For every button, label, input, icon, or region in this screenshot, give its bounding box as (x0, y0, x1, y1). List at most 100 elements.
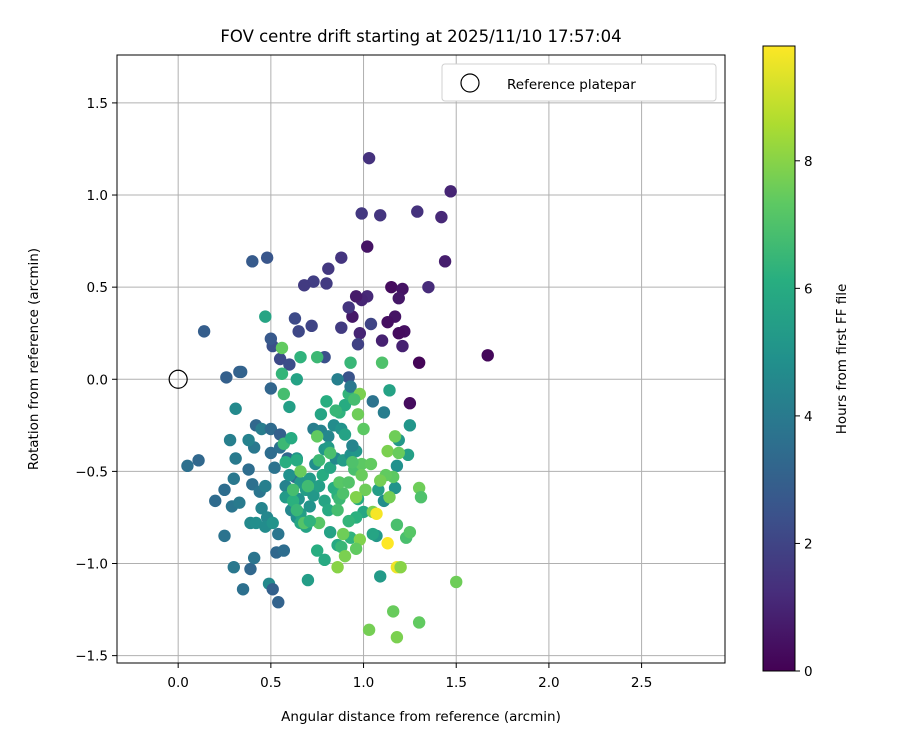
data-point (264, 382, 278, 395)
data-point (344, 356, 357, 369)
data-point (290, 503, 304, 517)
data-point (366, 395, 380, 408)
data-point (229, 402, 242, 415)
data-point (268, 461, 281, 474)
data-point (323, 461, 337, 474)
data-point (294, 350, 307, 364)
data-point (381, 444, 394, 458)
data-point (272, 527, 285, 541)
data-point (181, 459, 194, 473)
y-tick-label: 0.0 (87, 372, 108, 388)
data-point (346, 455, 359, 469)
data-point (290, 454, 304, 467)
data-point (374, 474, 387, 487)
y-tick-label: −1.0 (75, 557, 108, 573)
data-point (229, 452, 242, 465)
data-point (355, 468, 368, 482)
x-axis-label: Angular distance from reference (arcmin) (281, 709, 561, 725)
data-point (242, 433, 255, 447)
data-point (322, 262, 335, 275)
colorbar: 0 2 4 6 8 Hours from first FF file (762, 45, 850, 680)
data-point (264, 446, 278, 460)
data-point (375, 356, 389, 369)
data-point (388, 481, 402, 495)
data-point (392, 446, 405, 460)
data-point (303, 500, 316, 513)
data-point (370, 507, 383, 520)
data-point (312, 516, 326, 530)
data-point (275, 341, 289, 355)
data-points (181, 151, 494, 644)
data-point (310, 544, 324, 557)
data-point (390, 631, 404, 644)
data-point (414, 490, 428, 504)
x-tick-label: 2.0 (538, 675, 559, 691)
data-point (259, 479, 272, 493)
data-point (390, 459, 404, 473)
data-point (275, 367, 289, 380)
data-point (255, 422, 268, 436)
data-point (386, 605, 400, 618)
x-axis-ticks: 0.0 0.5 1.0 1.5 2.0 2.5 (167, 663, 652, 691)
data-point (290, 373, 304, 386)
data-point (329, 404, 342, 417)
data-point (283, 468, 296, 482)
data-point (260, 251, 274, 264)
data-point (346, 439, 359, 452)
data-point (481, 349, 494, 362)
data-point (223, 433, 237, 447)
x-tick-label: 1.0 (353, 675, 374, 691)
data-point (298, 279, 311, 292)
data-point (331, 503, 344, 517)
y-tick-label: −1.5 (75, 649, 108, 665)
data-point (357, 422, 370, 436)
data-point (412, 616, 426, 629)
data-point (322, 430, 335, 443)
data-point (349, 490, 363, 504)
data-point (383, 384, 396, 397)
data-point (227, 472, 240, 485)
data-point (286, 483, 300, 497)
data-point (338, 428, 352, 441)
data-point (383, 490, 396, 504)
data-point (218, 483, 231, 497)
data-point (312, 479, 326, 493)
data-point (372, 483, 385, 497)
data-point (277, 544, 291, 557)
data-point (401, 448, 415, 462)
data-point (283, 400, 296, 414)
data-point (355, 207, 368, 220)
colorbar-tick-label: 6 (804, 281, 813, 297)
data-point (305, 319, 318, 333)
data-point (422, 280, 435, 294)
data-point (450, 575, 463, 589)
colorbar-tick-label: 0 (804, 664, 813, 680)
data-point (385, 280, 398, 294)
data-point (279, 455, 292, 469)
legend-marker-icon (460, 73, 480, 93)
data-point (272, 596, 285, 609)
data-point (342, 514, 355, 528)
data-point (390, 518, 404, 532)
data-point (264, 332, 278, 345)
data-point (351, 408, 365, 421)
data-point (435, 210, 448, 224)
data-point (349, 542, 363, 555)
data-point (234, 365, 248, 379)
colorbar-tick-label: 2 (804, 536, 813, 552)
data-point (403, 525, 417, 539)
data-point (394, 560, 407, 574)
data-point (342, 301, 355, 314)
data-point (381, 315, 394, 329)
y-tick-label: 0.5 (87, 280, 108, 296)
data-point (255, 502, 268, 515)
data-point (342, 371, 355, 384)
colorbar-tick-label: 8 (804, 154, 813, 170)
data-point (246, 255, 259, 268)
data-point (342, 476, 355, 489)
data-point (362, 623, 376, 637)
data-point (310, 430, 324, 443)
data-point (331, 560, 344, 574)
data-point (264, 422, 278, 436)
